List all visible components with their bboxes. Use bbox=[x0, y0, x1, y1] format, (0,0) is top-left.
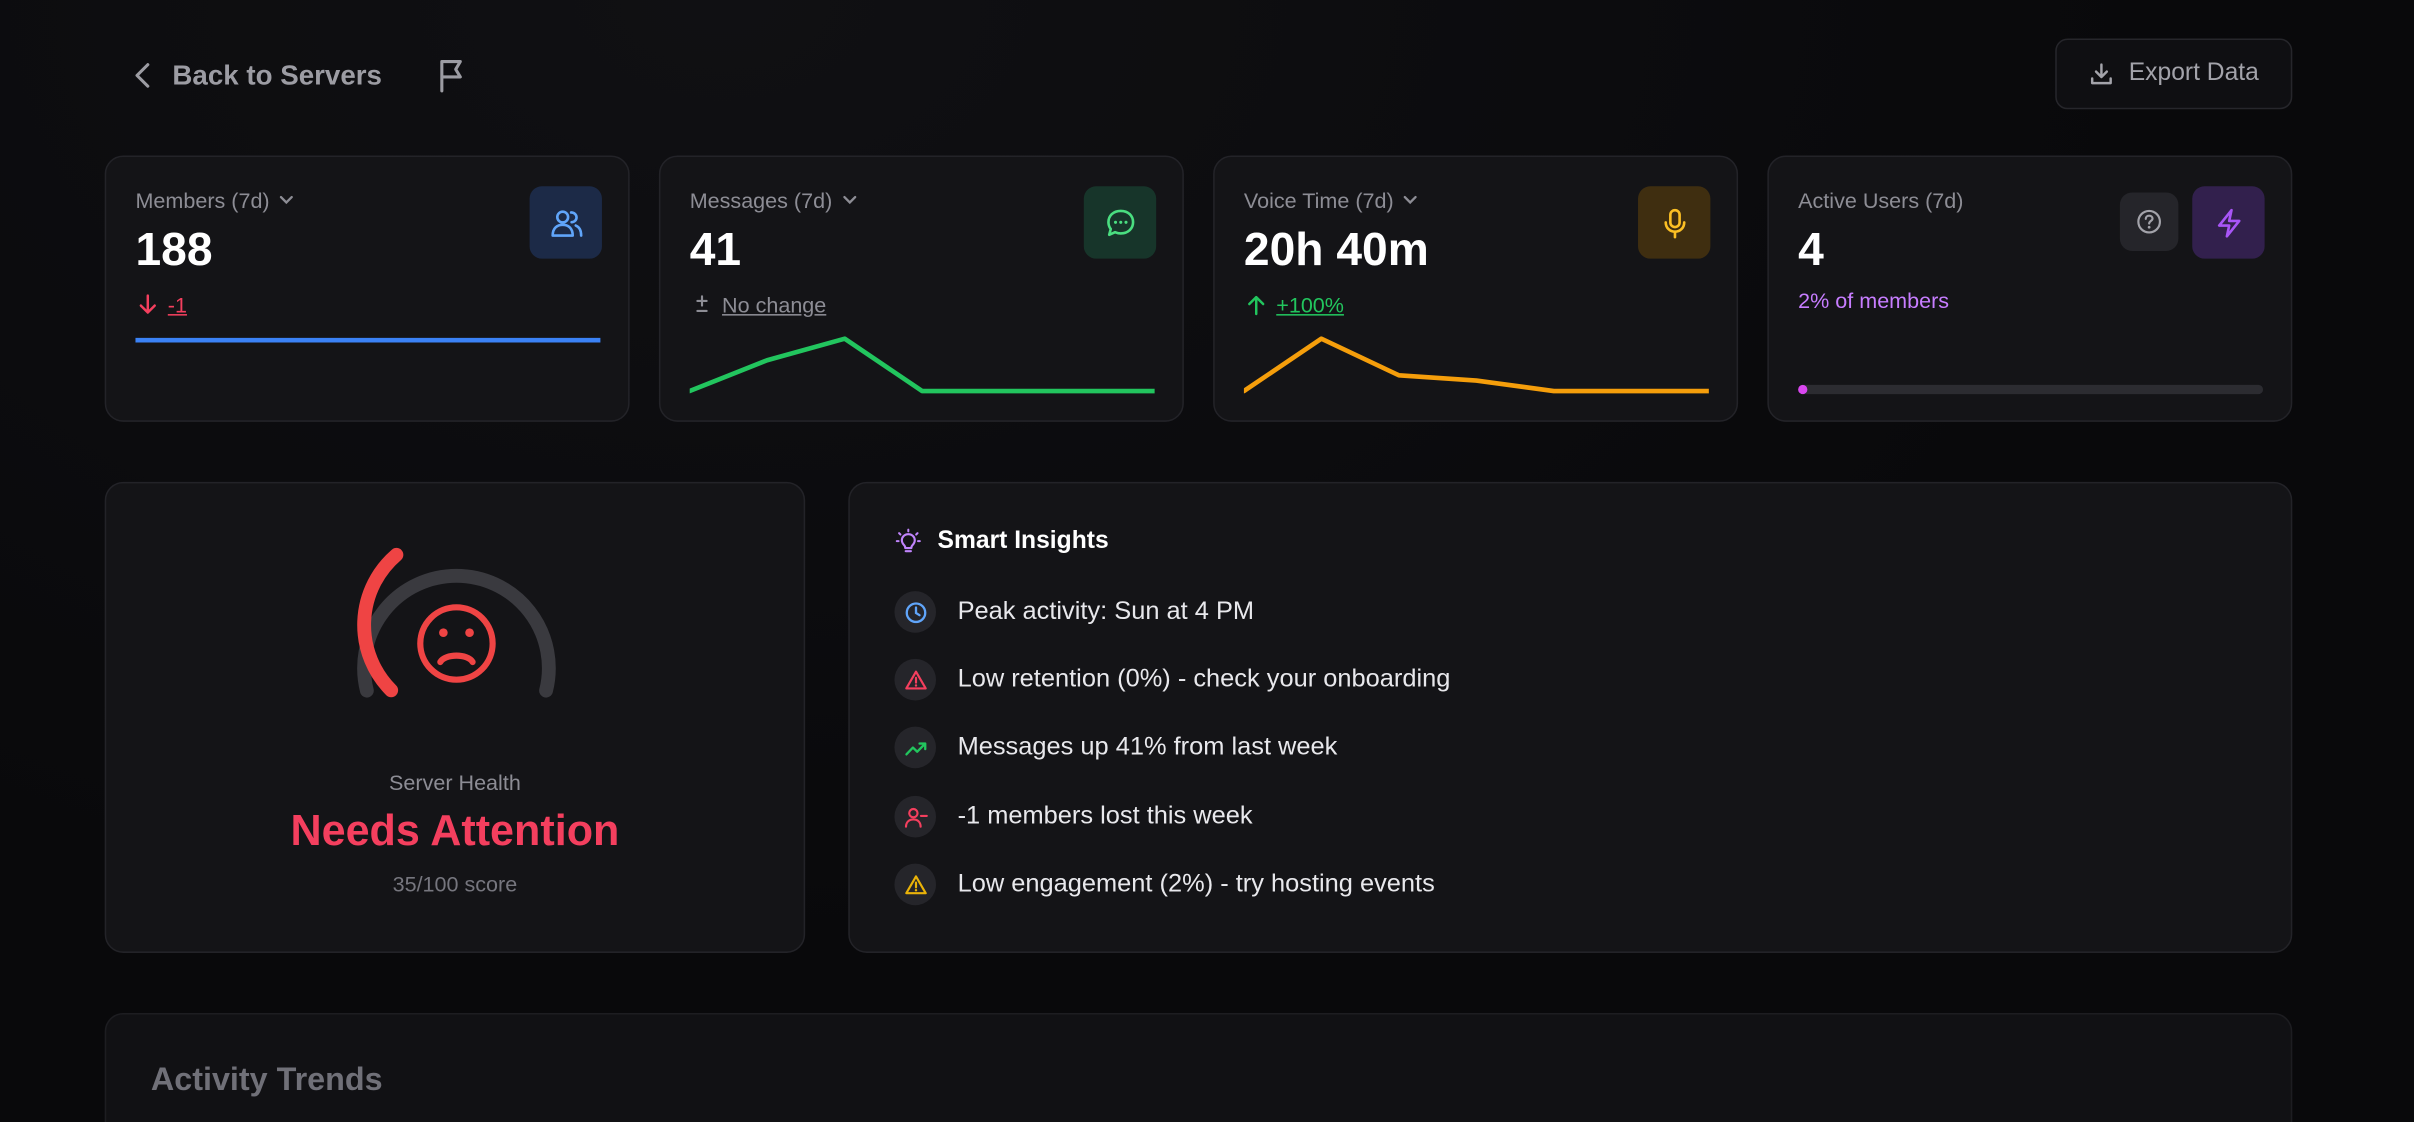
plus-minus-icon bbox=[696, 295, 708, 313]
insight-text: Low engagement (2%) - try hosting events bbox=[957, 869, 1435, 898]
lightbulb-icon bbox=[895, 528, 921, 553]
back-to-servers-link[interactable]: Back to Servers bbox=[132, 52, 382, 98]
warning-triangle-icon bbox=[894, 863, 937, 906]
voice-period-dropdown[interactable]: Voice Time (7d) bbox=[1243, 187, 1418, 213]
export-label: Export Data bbox=[2128, 60, 2259, 87]
voice-delta-value[interactable]: +100% bbox=[1276, 292, 1344, 318]
active-users-progress-track bbox=[1798, 384, 2264, 395]
sparkline-path bbox=[689, 336, 1155, 394]
active-users-value: 4 bbox=[1798, 224, 1824, 276]
flag-icon[interactable] bbox=[436, 57, 470, 94]
messages-sparkline bbox=[689, 336, 1155, 394]
insight-item: Messages up 41% from last week bbox=[894, 726, 1338, 769]
download-icon bbox=[2089, 62, 2114, 87]
arrow-up-icon bbox=[1248, 295, 1265, 316]
smart-insights-card: Smart Insights Peak activity: Sun at 4 P… bbox=[848, 481, 2293, 953]
members-card: Members (7d) 188 -1 bbox=[104, 155, 630, 422]
arrow-down-icon bbox=[139, 294, 156, 314]
sad-face-icon bbox=[417, 604, 496, 683]
insight-text: Low retention (0%) - check your onboardi… bbox=[957, 665, 1451, 693]
alert-triangle-icon bbox=[894, 658, 937, 701]
clock-icon bbox=[894, 591, 937, 633]
messages-delta-value[interactable]: No change bbox=[722, 292, 827, 318]
insights-header: Smart Insights bbox=[894, 528, 1109, 556]
export-data-button[interactable]: Export Data bbox=[2055, 38, 2293, 110]
trending-up-icon bbox=[894, 726, 937, 769]
user-minus-icon bbox=[894, 795, 937, 838]
users-icon bbox=[529, 186, 602, 259]
messages-label: Messages (7d) bbox=[689, 187, 833, 213]
chevron-left-icon bbox=[132, 62, 154, 90]
voice-label: Voice Time (7d) bbox=[1243, 187, 1394, 213]
active-users-label: Active Users (7d) bbox=[1798, 187, 1964, 213]
messages-card: Messages (7d) 41 No change bbox=[658, 155, 1184, 422]
active-users-percentage: 2% of members bbox=[1798, 287, 1950, 313]
members-sparkline bbox=[135, 337, 601, 343]
voice-time-card: Voice Time (7d) 20h 40m +100% bbox=[1213, 155, 1739, 422]
chevron-down-icon bbox=[280, 195, 294, 205]
insight-item: -1 members lost this week bbox=[894, 795, 1253, 838]
activity-trends-card: Activity Trends bbox=[104, 1012, 2293, 1122]
health-label: Server Health bbox=[389, 769, 521, 795]
insight-item: Peak activity: Sun at 4 PM bbox=[894, 591, 1254, 633]
insight-item: Low retention (0%) - check your onboardi… bbox=[894, 658, 1451, 701]
insights-title: Smart Insights bbox=[937, 528, 1109, 555]
members-label: Members (7d) bbox=[135, 187, 270, 213]
health-gauge bbox=[357, 547, 556, 698]
insight-text: Peak activity: Sun at 4 PM bbox=[957, 597, 1255, 626]
active-users-card: Active Users (7d) 4 2% of members bbox=[1767, 155, 2293, 422]
chevron-down-icon bbox=[842, 195, 856, 205]
server-health-card: Server Health Needs Attention 35/100 sco… bbox=[104, 481, 806, 953]
insight-text: -1 members lost this week bbox=[957, 802, 1253, 830]
chevron-down-icon bbox=[1404, 195, 1418, 205]
voice-sparkline bbox=[1243, 336, 1709, 394]
messages-value: 41 bbox=[689, 224, 742, 276]
help-button[interactable] bbox=[2119, 192, 2179, 251]
voice-delta: +100% bbox=[1247, 292, 1344, 318]
voice-value: 20h 40m bbox=[1243, 224, 1429, 276]
activity-trends-title: Activity Trends bbox=[150, 1062, 383, 1098]
insight-text: Messages up 41% from last week bbox=[957, 732, 1338, 761]
message-bubble-icon bbox=[1083, 186, 1157, 259]
messages-period-dropdown[interactable]: Messages (7d) bbox=[689, 187, 857, 213]
health-score: 35/100 score bbox=[392, 871, 518, 896]
lightning-icon bbox=[2192, 186, 2265, 259]
help-circle-icon bbox=[2137, 209, 2161, 234]
members-delta-value[interactable]: -1 bbox=[167, 292, 187, 318]
members-period-dropdown[interactable]: Members (7d) bbox=[135, 187, 294, 213]
sparkline-path bbox=[1243, 336, 1709, 394]
members-delta: -1 bbox=[139, 292, 187, 318]
health-status: Needs Attention bbox=[290, 806, 620, 855]
active-users-progress-fill bbox=[1798, 384, 1808, 395]
messages-delta: No change bbox=[693, 292, 827, 318]
insight-item: Low engagement (2%) - try hosting events bbox=[894, 863, 1435, 906]
back-label: Back to Servers bbox=[172, 59, 382, 91]
microphone-icon bbox=[1638, 186, 1711, 259]
members-value: 188 bbox=[135, 224, 213, 276]
